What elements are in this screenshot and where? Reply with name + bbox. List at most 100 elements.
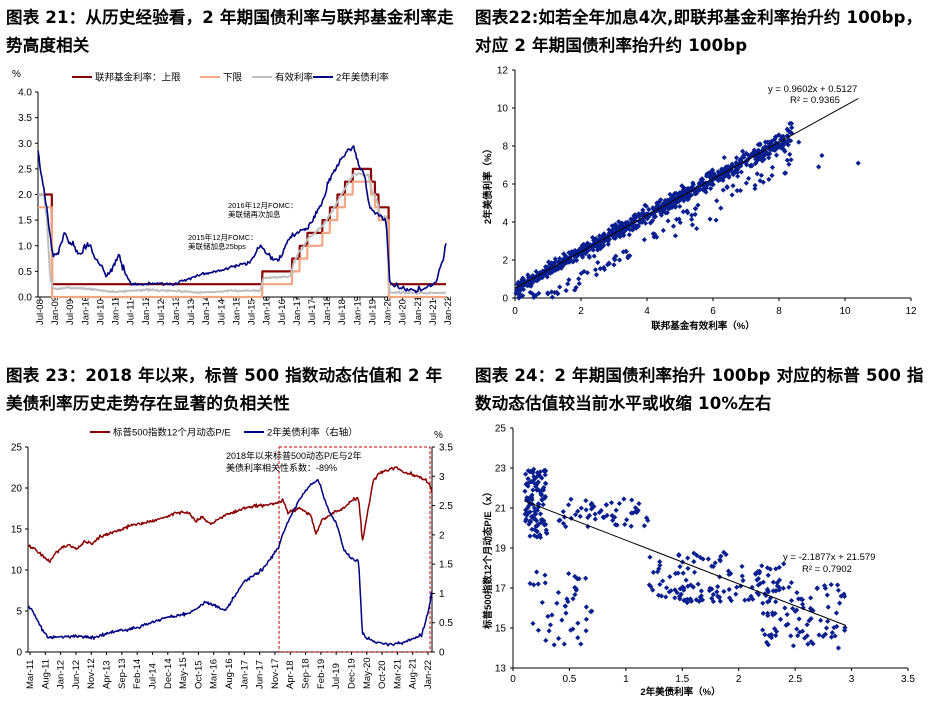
chart24-point bbox=[667, 574, 673, 580]
chart23-xtick-label: Aug-21 bbox=[408, 658, 419, 689]
chart24-point bbox=[641, 523, 648, 529]
chart24-point bbox=[835, 587, 842, 593]
chart22-point bbox=[752, 186, 758, 192]
chart24-point bbox=[776, 564, 782, 570]
chart24-point bbox=[780, 585, 786, 591]
chart22-point bbox=[528, 283, 534, 289]
chart22-point bbox=[654, 200, 660, 206]
chart24-point bbox=[530, 487, 536, 493]
chart22-point bbox=[658, 197, 664, 203]
chart22-xtick-label: 4 bbox=[644, 306, 650, 317]
chart24-point bbox=[683, 577, 689, 583]
chart23-ytick-left-label: 5 bbox=[16, 607, 22, 618]
chart22-point bbox=[513, 288, 520, 294]
chart24-point bbox=[834, 623, 840, 630]
chart22-point bbox=[680, 193, 686, 200]
chart24-point bbox=[561, 641, 567, 647]
chart24-r2: R² = 0.7902 bbox=[802, 564, 852, 575]
chart24-point bbox=[554, 600, 560, 606]
chart22-point bbox=[640, 207, 646, 213]
chart24-point bbox=[555, 635, 562, 642]
chart23-series-line bbox=[27, 466, 433, 563]
chart21-ytick-label: 0.5 bbox=[18, 267, 32, 278]
chart24-point bbox=[543, 529, 549, 536]
chart22-point bbox=[620, 231, 626, 237]
chart22-point bbox=[766, 155, 772, 161]
chart22-point bbox=[576, 276, 582, 282]
chart22-point bbox=[692, 191, 698, 197]
chart22-point bbox=[784, 140, 790, 146]
chart23-xtick-label: May-15 bbox=[178, 657, 189, 689]
chart22-point bbox=[625, 221, 631, 227]
chart22-point bbox=[677, 190, 683, 196]
chart24-point bbox=[532, 508, 538, 514]
chart22-point bbox=[651, 234, 657, 240]
chart24-point bbox=[525, 468, 531, 474]
chart24-point bbox=[718, 553, 724, 559]
chart24-point bbox=[568, 627, 574, 633]
chart21-legend-label: 下限 bbox=[223, 73, 243, 84]
chart24-point bbox=[776, 587, 782, 593]
chart24-point bbox=[688, 582, 694, 588]
chart22-point bbox=[576, 281, 582, 287]
chart22-point bbox=[689, 216, 695, 222]
chart24-point bbox=[794, 626, 800, 632]
chart24-point bbox=[546, 628, 552, 634]
chart23-xtick-label: Aug-11 bbox=[40, 659, 51, 689]
chart22-point bbox=[633, 225, 639, 231]
chart22-point bbox=[654, 234, 660, 240]
chart22-point bbox=[721, 154, 727, 161]
chart24-point bbox=[539, 497, 545, 503]
chart24-point bbox=[696, 598, 702, 605]
chart22-point bbox=[636, 211, 642, 217]
chart24-point bbox=[534, 534, 540, 540]
chart24-xtick-label: 3.5 bbox=[901, 674, 915, 685]
chart24-point bbox=[566, 570, 572, 577]
chart23-xtick-label: May-20 bbox=[362, 657, 373, 689]
chart24-point bbox=[578, 641, 584, 647]
chart22-point bbox=[629, 222, 635, 228]
chart22-title: 图表22:如若全年加息4次,即联邦基金利率抬升约 100bp，对应 2 年期国债… bbox=[475, 8, 923, 55]
chart24-point bbox=[530, 468, 536, 474]
chart24-point bbox=[772, 626, 778, 632]
chart24-point bbox=[800, 601, 806, 607]
chart24-point bbox=[527, 519, 534, 525]
chart24-point bbox=[688, 598, 695, 604]
chart24-point bbox=[788, 580, 794, 586]
chart24-point bbox=[691, 569, 698, 575]
chart22-point bbox=[622, 228, 628, 234]
chart24-point bbox=[691, 559, 697, 565]
chart24-point bbox=[655, 592, 662, 598]
chart24-point bbox=[658, 593, 664, 599]
chart22-point bbox=[786, 137, 792, 143]
chart24-point bbox=[531, 582, 537, 588]
chart24-point bbox=[614, 522, 620, 528]
chart24-xtick-label: 2 bbox=[736, 674, 742, 685]
chart22-point bbox=[533, 268, 539, 275]
chart24-point bbox=[765, 610, 771, 616]
chart22-point bbox=[646, 206, 652, 213]
chart22-point bbox=[782, 148, 788, 155]
chart22-point bbox=[614, 232, 620, 238]
chart24-title: 图表 24：2 年期国债利率抬升 100bp 对应的标普 500 指数动态估值较… bbox=[475, 366, 924, 413]
chart21-xtick-label: Jul-17 bbox=[307, 299, 318, 325]
chart23-xtick-label: Dec-19 bbox=[346, 658, 357, 689]
chart24-point bbox=[629, 497, 635, 503]
chart24-point bbox=[841, 593, 848, 600]
chart22-point bbox=[592, 267, 599, 273]
chart21-xtick-label: Jul-10 bbox=[95, 299, 106, 325]
chart24-point bbox=[650, 569, 656, 575]
chart24-point bbox=[842, 625, 848, 631]
chart22-point bbox=[563, 287, 569, 294]
chart22-point bbox=[667, 191, 673, 197]
chart24-point bbox=[799, 628, 806, 634]
chart21-ytick-label: 4.0 bbox=[18, 88, 32, 99]
chart24-point bbox=[709, 595, 715, 601]
chart24-point bbox=[561, 514, 568, 520]
chart22-point bbox=[754, 171, 760, 177]
chart22-point bbox=[696, 181, 702, 187]
chart22-point bbox=[723, 164, 729, 170]
chart24-point bbox=[765, 589, 771, 595]
chart23-xtick-label: Feb-14 bbox=[132, 659, 143, 689]
